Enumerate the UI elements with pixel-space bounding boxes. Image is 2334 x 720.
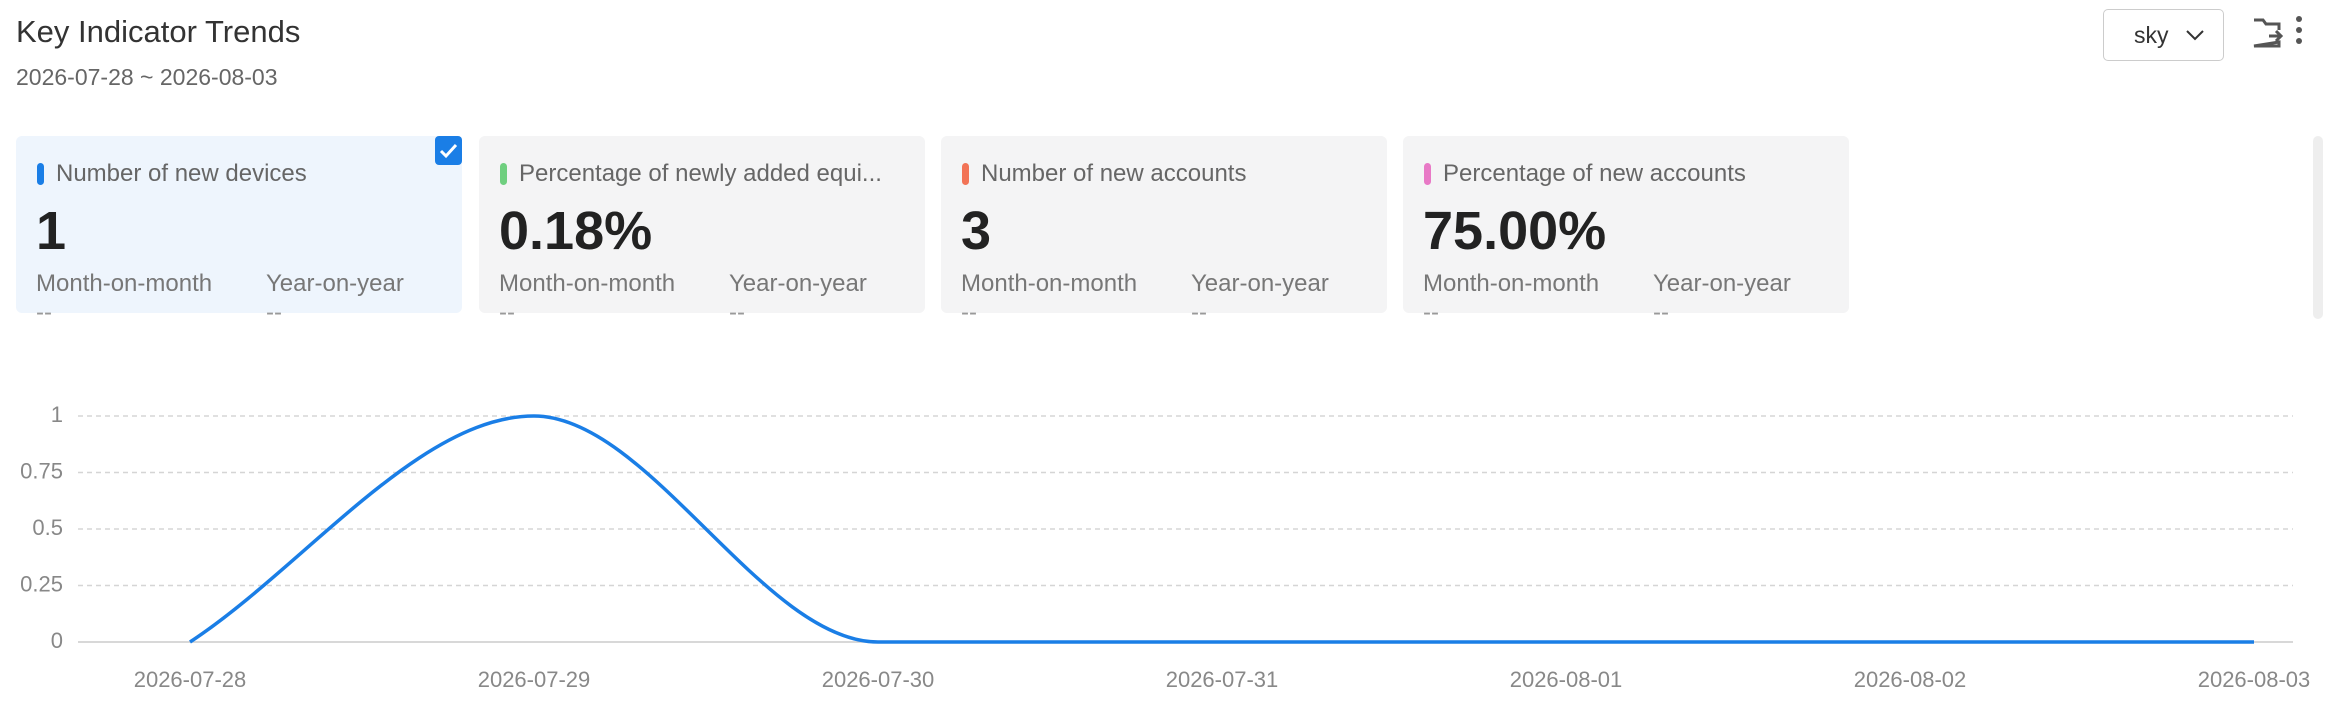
- color-marker: [37, 163, 44, 185]
- indicator-value: 3: [961, 201, 992, 261]
- yoy-label: Year-on-year: [266, 270, 404, 297]
- indicator-label: Percentage of new accounts: [1443, 160, 1746, 187]
- y-tick-label: 0.75: [20, 458, 63, 483]
- x-tick-label: 2026-08-01: [1510, 667, 1623, 692]
- x-tick-label: 2026-07-31: [1166, 667, 1279, 692]
- mom-value: --: [36, 306, 52, 320]
- yoy-value: --: [1191, 306, 1207, 320]
- indicator-value: 0.18%: [499, 201, 653, 261]
- checkmark: [439, 143, 458, 159]
- checkbox[interactable]: [435, 136, 462, 165]
- indicator-card[interactable]: Number of new accounts 3 Month-on-month Yea…: [941, 136, 1387, 320]
- indicator-value: 1: [36, 201, 67, 261]
- indicator-label: Percentage of newly added equi...: [519, 160, 882, 187]
- y-tick-label: 0: [51, 628, 63, 653]
- yoy-value: --: [1653, 306, 1669, 320]
- mom-label: Month-on-month: [36, 270, 213, 297]
- color-marker: [1424, 163, 1431, 185]
- indicator-label: Number of new devices: [56, 160, 307, 187]
- indicator-value: 75.00%: [1423, 201, 1607, 261]
- x-tick-label: 2026-07-28: [134, 667, 247, 692]
- yoy-label: Year-on-year: [1653, 270, 1791, 297]
- dropdown[interactable]: sky: [2103, 9, 2224, 61]
- mom-value: --: [1423, 306, 1439, 320]
- color-marker: [500, 163, 507, 185]
- mom-value: --: [961, 306, 977, 320]
- mom-label: Month-on-month: [499, 270, 676, 297]
- checkbox-box: [435, 136, 462, 165]
- mom-label: Month-on-month: [1423, 270, 1600, 297]
- yoy-value: --: [729, 306, 745, 320]
- indicator-card[interactable]: Percentage of new accounts 75.00% Month-on…: [1403, 136, 1849, 320]
- indicator-card[interactable]: Percentage of newly added equi... 0.18% Mo…: [479, 136, 925, 320]
- yoy-value: --: [266, 306, 282, 320]
- yoy-label: Year-on-year: [729, 270, 867, 297]
- title: Key Indicator Trends: [16, 14, 301, 49]
- mom-value: --: [499, 306, 515, 320]
- scrollbar[interactable]: [2313, 136, 2323, 319]
- color-marker: [962, 163, 969, 185]
- y-tick-label: 0.25: [20, 571, 63, 596]
- more-icon[interactable]: [2292, 14, 2306, 48]
- indicator-label: Number of new accounts: [981, 160, 1247, 187]
- yoy-label: Year-on-year: [1191, 270, 1329, 297]
- x-tick-label: 2026-08-02: [1854, 667, 1967, 692]
- y-tick-label: 0.5: [32, 515, 63, 540]
- x-tick-label: 2026-07-29: [478, 667, 591, 692]
- date-range: 2026-07-28 ~ 2026-08-03: [16, 64, 278, 90]
- y-tick-label: 1: [51, 402, 63, 427]
- x-tick-label: 2026-07-30: [822, 667, 935, 692]
- chart: 0 0.25 0.5 0.75 1 2026-07-28 2026-07-29 2026-07…: [20, 402, 2311, 692]
- indicator-card[interactable]: Number of new devices 1 Month-on-month Year…: [16, 136, 462, 320]
- chevron: [2185, 30, 2204, 41]
- mom-label: Month-on-month: [961, 270, 1138, 297]
- series-line: [189, 414, 2254, 644]
- x-tick-label: 2026-08-03: [2198, 667, 2311, 692]
- dropdown-value: sky: [2134, 21, 2169, 48]
- export-icon[interactable]: [2250, 16, 2284, 50]
